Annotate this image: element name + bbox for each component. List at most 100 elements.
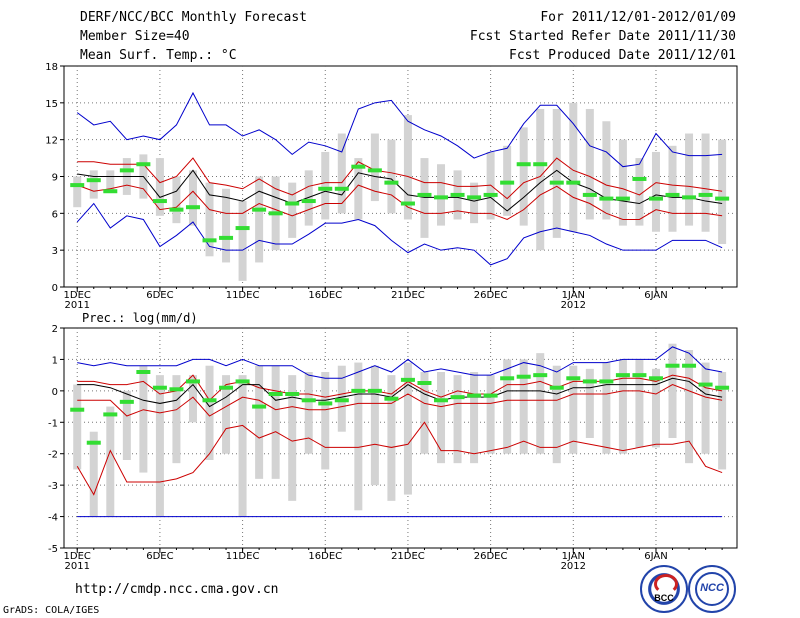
- bcc-logo: BCC: [640, 565, 688, 613]
- observed-marker: [434, 398, 449, 403]
- observed-marker: [698, 382, 713, 387]
- observed-marker: [268, 211, 283, 216]
- observed-marker: [615, 196, 630, 201]
- observed-marker: [582, 192, 597, 197]
- ensemble-range-box: [685, 350, 694, 464]
- forecast-period: For 2011/12/01-2012/01/09: [540, 10, 736, 25]
- observed-marker: [715, 196, 730, 201]
- observed-marker: [450, 192, 465, 197]
- x-tick-label: 16DEC: [308, 290, 342, 301]
- ensemble-range-box: [172, 176, 181, 224]
- ensemble-range-box: [569, 102, 578, 232]
- y-tick-label: 3: [52, 246, 58, 257]
- ensemble-range-box: [288, 182, 297, 238]
- observed-marker: [86, 440, 101, 445]
- ensemble-range-box: [470, 182, 479, 224]
- observed-marker: [70, 183, 85, 188]
- x-tick-label: 6JAN: [644, 290, 667, 301]
- ensemble-range-box: [155, 375, 164, 517]
- ensemble-range-box: [635, 359, 644, 448]
- ensemble-range-box: [718, 139, 727, 245]
- ensemble-range-box: [602, 121, 611, 220]
- ensemble-range-box: [569, 365, 578, 454]
- ensemble-range-box: [403, 115, 412, 220]
- observed-marker: [566, 180, 581, 185]
- observed-marker: [467, 195, 482, 200]
- observed-marker: [301, 199, 316, 204]
- ensemble-range-box: [552, 365, 561, 464]
- x-tick-year-label: 2011: [65, 300, 90, 311]
- ensemble-range-box: [453, 375, 462, 464]
- y-tick-label: 15: [45, 99, 58, 110]
- observed-marker: [648, 376, 663, 381]
- observed-marker: [235, 226, 250, 231]
- ensemble-range-box: [288, 375, 297, 501]
- ensemble-range-box: [701, 133, 710, 232]
- observed-marker: [103, 412, 118, 417]
- ensemble-max-line: [76, 91, 723, 168]
- x-tick-label: 21DEC: [391, 290, 425, 301]
- observed-marker: [367, 168, 382, 173]
- ensemble-range-box: [73, 384, 82, 470]
- observed-marker: [632, 176, 647, 181]
- x-tick-label: 16DEC: [308, 551, 342, 562]
- ensemble-range-box: [304, 372, 313, 454]
- ensemble-range-box: [519, 127, 528, 226]
- ensemble-range-box: [602, 362, 611, 454]
- ensemble-range-box: [718, 372, 727, 470]
- observed-marker: [682, 195, 697, 200]
- observed-marker: [400, 201, 415, 206]
- x-tick-label: 26DEC: [474, 290, 508, 301]
- ensemble-range-box: [420, 372, 429, 454]
- ensemble-range-box: [420, 158, 429, 238]
- x-tick-label: 11DEC: [226, 551, 260, 562]
- ensemble-range-box: [188, 170, 197, 226]
- ensemble-range-box: [122, 390, 131, 460]
- y-tick-label: -1: [48, 418, 58, 429]
- observed-marker: [103, 189, 118, 194]
- forecast-produced-date: Fcst Produced Date 2011/12/01: [509, 48, 736, 63]
- y-tick-label: 1: [52, 355, 58, 366]
- observed-marker: [434, 195, 449, 200]
- ensemble-range-box: [685, 133, 694, 226]
- y-tick-label: 2: [52, 324, 58, 335]
- observed-marker: [318, 186, 333, 191]
- observed-marker: [566, 376, 581, 381]
- observed-marker: [219, 385, 234, 390]
- observed-marker: [202, 238, 217, 243]
- observed-marker: [417, 192, 432, 197]
- observed-marker: [599, 196, 614, 201]
- observed-marker: [119, 168, 134, 173]
- observed-marker: [400, 377, 415, 382]
- y-tick-label: -5: [48, 544, 58, 555]
- grads-credit: GrADS: COLA/IGES: [3, 605, 100, 616]
- spread-upper-line: [77, 374, 723, 402]
- observed-marker: [285, 392, 300, 396]
- spread-lower-extreme-line: [76, 421, 723, 496]
- ensemble-range-box: [106, 170, 115, 192]
- spread-lower-line: [77, 184, 723, 221]
- x-tick-label: 6DEC: [146, 290, 173, 301]
- observed-marker: [632, 373, 647, 378]
- ensemble-range-box: [387, 375, 396, 501]
- ensemble-range-box: [536, 353, 545, 454]
- x-tick-label: 6JAN: [644, 551, 667, 562]
- ensemble-range-box: [321, 372, 330, 470]
- ensemble-range-box: [585, 108, 594, 220]
- variable-label-precipitation: Prec.: log(mm/d): [82, 311, 198, 325]
- observed-marker: [483, 393, 498, 398]
- ensemble-range-box: [222, 375, 231, 454]
- observed-marker: [648, 196, 663, 201]
- ensemble-range-box: [205, 365, 214, 460]
- ensemble-range-box: [354, 362, 363, 511]
- observed-marker: [136, 370, 151, 374]
- observed-marker: [185, 205, 200, 210]
- ensemble-range-box: [89, 431, 98, 517]
- ensemble-range-box: [188, 375, 197, 423]
- ensemble-range-box: [255, 176, 264, 263]
- member-size: Member Size=40: [80, 29, 190, 44]
- observed-marker: [367, 388, 382, 393]
- ncc-globe-icon: [695, 572, 729, 606]
